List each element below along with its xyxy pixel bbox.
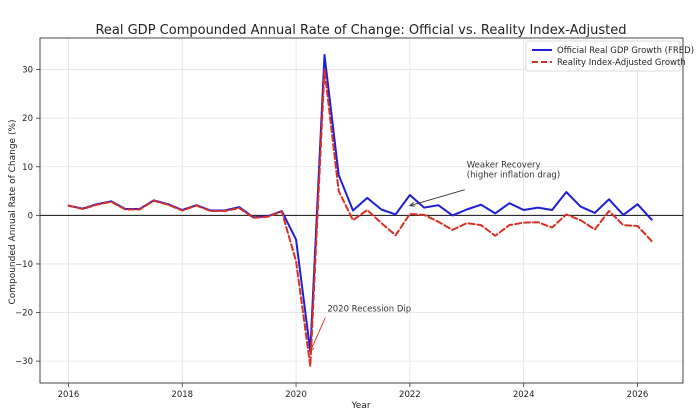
annotations-layer: 2020 Recession Dip Weaker Recovery (higher… (309, 161, 560, 353)
annotation-arrow (409, 189, 465, 207)
annotation-recession: 2020 Recession Dip (309, 305, 411, 353)
y-tick-label: −10 (15, 260, 33, 270)
plot-frame (39, 37, 684, 384)
x-tick-label: 2018 (171, 390, 193, 400)
legend: Official Real GDP Growth (FRED) Reality I… (525, 40, 694, 72)
annotation-text: 2020 Recession Dip (327, 305, 411, 315)
series-layer (67, 54, 653, 367)
chart-title: Real GDP Compounded Annual Rate of Chang… (95, 23, 626, 38)
y-tick-label: 10 (22, 163, 33, 173)
annotation-recovery: Weaker Recovery (higher inflation drag) (408, 161, 560, 207)
annotation-arrow (309, 317, 326, 352)
annotation-arrowhead (408, 202, 415, 207)
grid-lines (40, 38, 683, 383)
legend-box (525, 40, 681, 72)
x-axis-ticks: 2016 2018 2020 2022 2024 2026 (58, 383, 649, 400)
x-tick-label: 2020 (285, 390, 307, 400)
x-tick-label: 2026 (627, 390, 649, 400)
y-tick-label: 30 (22, 66, 33, 76)
y-tick-label: 20 (22, 114, 33, 124)
y-axis-label: Compounded Annual Rate of Change (%) (8, 119, 18, 304)
x-tick-label: 2016 (58, 390, 80, 400)
annotation-text: Weaker Recovery (higher inflation drag) (467, 161, 560, 181)
y-tick-label: −30 (15, 357, 33, 367)
series-line-reality (67, 68, 653, 367)
y-tick-label: −20 (15, 309, 33, 319)
annotation-arrowhead (309, 346, 315, 353)
legend-label: Reality Index-Adjusted Growth (557, 58, 686, 68)
legend-label: Official Real GDP Growth (FRED) (557, 46, 694, 56)
y-axis-ticks: −30 −20 −10 0 10 20 30 (15, 66, 40, 367)
x-tick-label: 2024 (513, 390, 535, 400)
x-axis-label: Year (350, 401, 370, 411)
y-tick-label: 0 (28, 211, 33, 221)
x-tick-label: 2022 (399, 390, 421, 400)
